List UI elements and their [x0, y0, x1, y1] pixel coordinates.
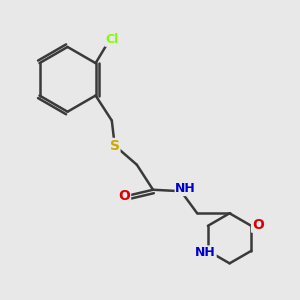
Text: NH: NH: [195, 246, 216, 259]
Text: Cl: Cl: [105, 33, 119, 46]
Text: O: O: [252, 218, 264, 232]
Text: S: S: [110, 139, 120, 153]
Text: O: O: [118, 189, 130, 202]
Text: NH: NH: [175, 182, 196, 195]
